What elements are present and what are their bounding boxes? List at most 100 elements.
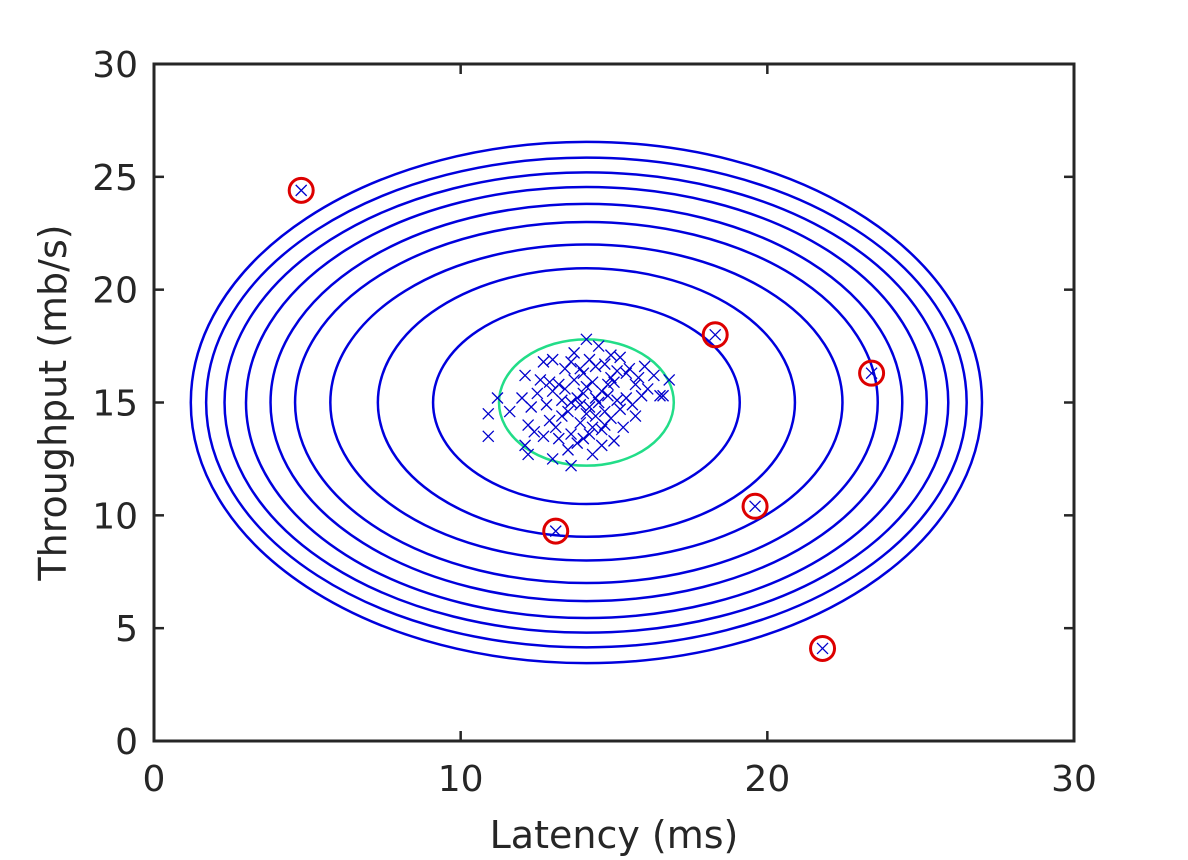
y-axis-label: Throughput (mb/s) [31,224,75,581]
data-point [574,416,587,429]
data-point [491,392,504,404]
data-point [604,371,617,384]
data-points [482,333,676,472]
anomaly-ring [741,492,769,520]
data-point [531,387,544,400]
data-point [571,437,584,450]
data-point [540,398,553,411]
data-point [598,358,611,371]
data-point [565,459,578,472]
data-point [565,428,578,441]
data-point [537,355,550,368]
data-point [516,392,528,404]
anomaly-point [749,500,762,513]
contour-line-1 [431,299,741,506]
data-point [589,392,602,404]
contour-line-5 [269,202,904,603]
data-point [586,376,599,389]
anomaly-ring [809,634,837,662]
data-point [629,410,642,422]
data-point [519,439,532,452]
anomaly-point [295,184,308,197]
contour-line-8 [204,156,968,649]
data-point [580,380,593,393]
data-point [592,340,605,353]
data-point [595,439,608,452]
data-point [654,389,666,402]
data-point [546,452,559,465]
data-point [608,434,620,447]
data-point [565,396,578,409]
data-point [534,373,547,386]
data-point [580,407,593,420]
data-point [657,389,670,402]
data-point [663,373,676,386]
data-point [562,443,574,456]
data-point [629,378,642,391]
data-point [522,448,535,461]
data-point [574,398,587,411]
data-point [601,389,614,402]
data-point [528,425,541,438]
data-point [583,401,596,413]
data-point [482,430,495,443]
data-point [552,432,565,445]
data-point [614,403,627,416]
anomaly-ring [701,321,729,349]
data-point [549,421,562,434]
contour-line-9 [189,140,984,665]
data-point [577,387,590,400]
data-point [598,419,611,432]
data-point [503,405,516,418]
x-axis-label: Latency (ms) [490,813,739,857]
data-point [617,421,630,434]
contour-line-3 [329,243,844,562]
data-point [574,362,587,375]
y-tick-label: 5 [115,609,138,650]
y-tick-label: 20 [92,271,138,312]
axes: 0 10 20 30 0 5 10 15 20 25 30 [92,45,1097,800]
data-point [583,428,596,441]
anomaly-ring [858,359,886,387]
data-point [589,360,602,373]
data-point [482,407,495,420]
data-point [571,392,584,404]
data-point [519,369,532,382]
anomaly-point [709,328,722,341]
data-point [562,405,574,418]
data-point [546,353,559,366]
data-point [577,432,590,445]
anomaly-rings [287,176,886,662]
data-point [598,405,611,418]
y-tick-label: 10 [92,496,138,537]
data-point [555,410,568,422]
anomaly-ring [287,176,315,204]
contour-line-4 [293,220,879,585]
data-point [586,421,599,434]
data-point [580,333,593,346]
y-tick-label: 30 [92,45,138,86]
y-tick-label: 0 [115,722,138,763]
data-point [537,430,550,443]
y-tick-label: 15 [92,384,138,425]
data-point [620,367,633,380]
data-point [558,383,571,395]
y-tick-label: 25 [92,158,138,199]
contour-line-2 [376,266,797,539]
data-point [543,376,556,389]
contour-line-6 [244,185,929,620]
gaussian-contours [189,140,984,665]
data-point [565,355,578,368]
x-tick-label: 20 [744,759,790,800]
data-point [635,389,648,402]
anomaly-point [865,367,878,380]
data-point [604,349,617,362]
contour-line-7 [223,171,950,634]
data-point [611,394,624,407]
data-point [568,346,581,359]
data-point [638,360,651,373]
x-tick-label: 30 [1051,759,1097,800]
x-tick-label: 0 [143,759,166,800]
anomaly-point [816,642,829,655]
